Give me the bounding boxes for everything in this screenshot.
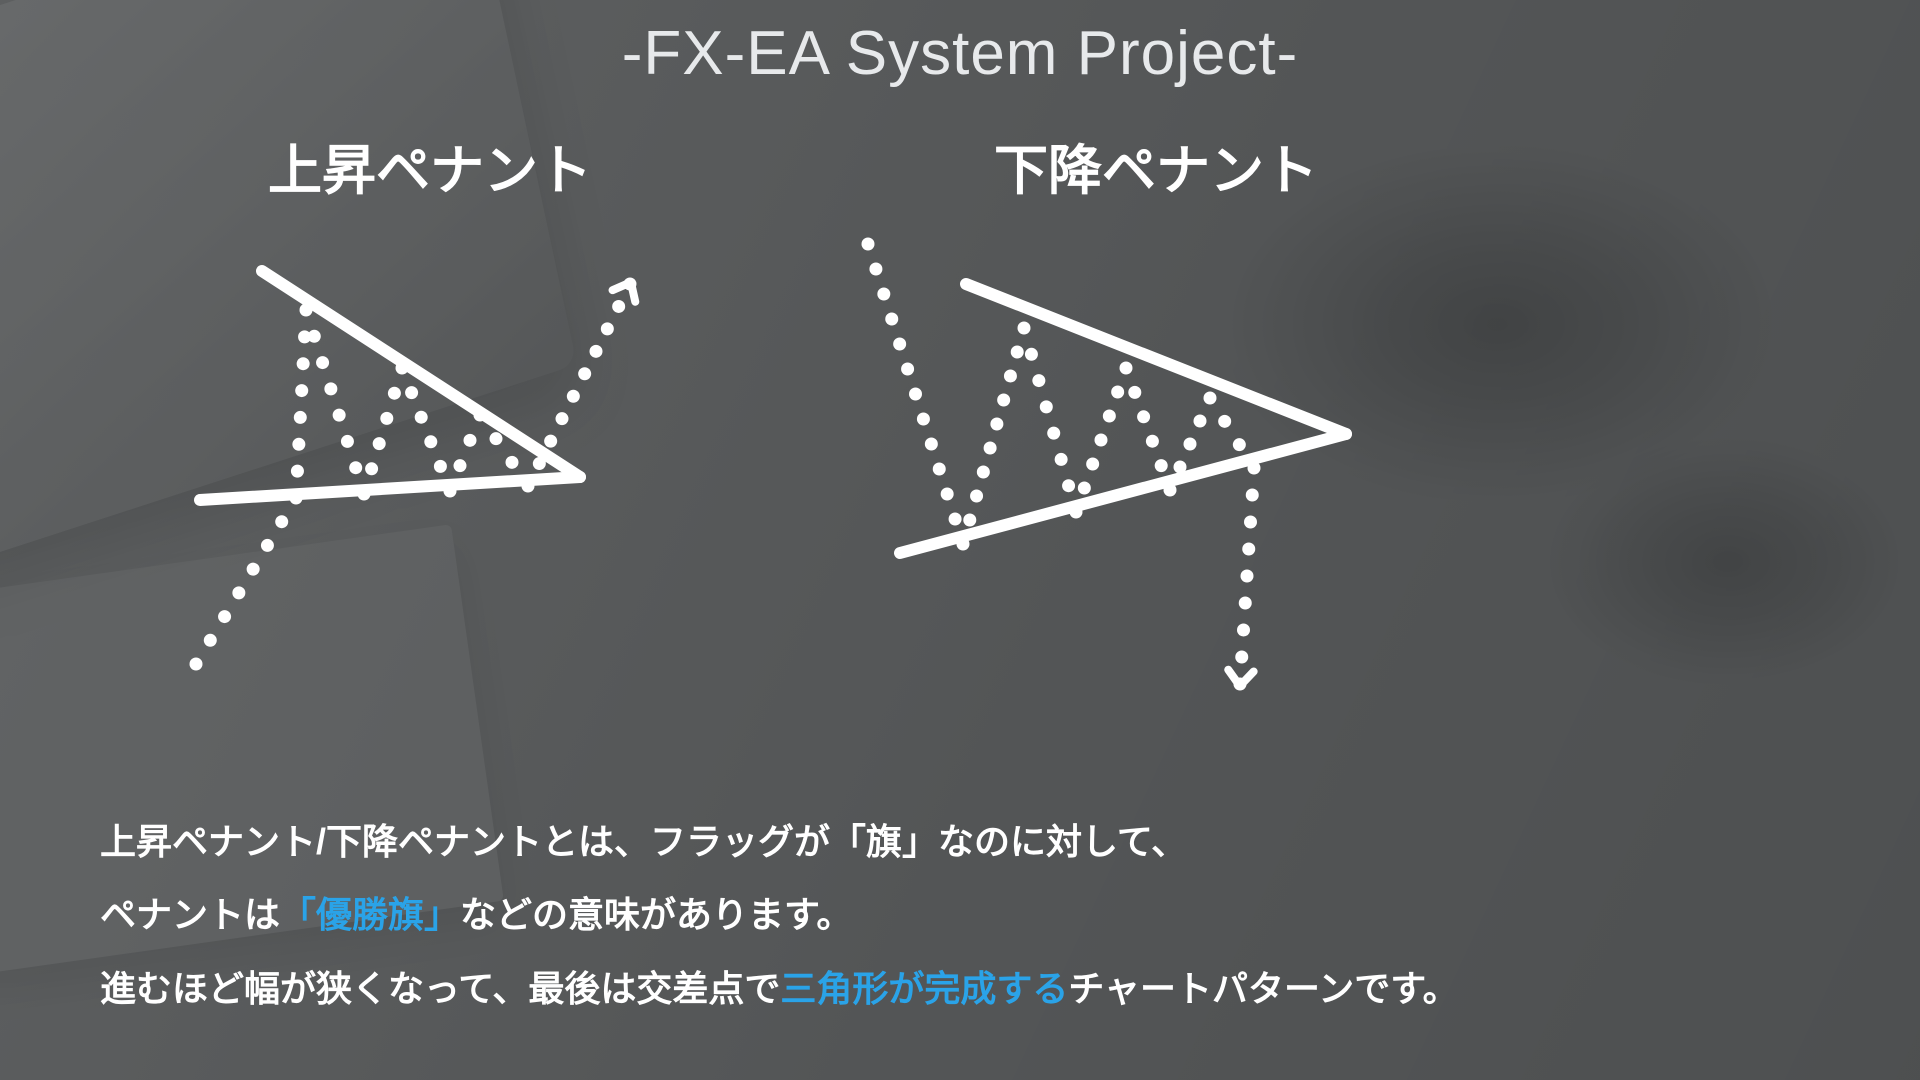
- caption-highlight: 三角形が完成する: [780, 968, 1068, 1009]
- caption-segment: などの意味があります。: [460, 894, 852, 935]
- caption-segment: ペナントは: [100, 894, 280, 935]
- caption-highlight: 「優勝旗」: [280, 894, 460, 935]
- label-descending-pennant: 下降ペナント: [994, 126, 1318, 205]
- label-descending-text: 下降ペナント: [994, 141, 1318, 201]
- label-ascending-text: 上昇ペナント: [268, 141, 592, 201]
- caption-segment: チャートパターンです。: [1068, 968, 1458, 1009]
- header-text: -FX-EA System Project-: [622, 19, 1299, 88]
- label-ascending-pennant: 上昇ペナント: [268, 126, 592, 205]
- caption-segment: 上昇ペナント/下降ペナントとは、フラッグが「旗」なのに対して、: [100, 821, 1187, 862]
- page-header: -FX-EA System Project-: [0, 18, 1920, 89]
- caption-text: 上昇ペナント/下降ペナントとは、フラッグが「旗」なのに対して、ペナントは「優勝旗…: [100, 805, 1840, 1026]
- caption-segment: 進むほど幅が狭くなって、最後は交差点で: [100, 968, 780, 1009]
